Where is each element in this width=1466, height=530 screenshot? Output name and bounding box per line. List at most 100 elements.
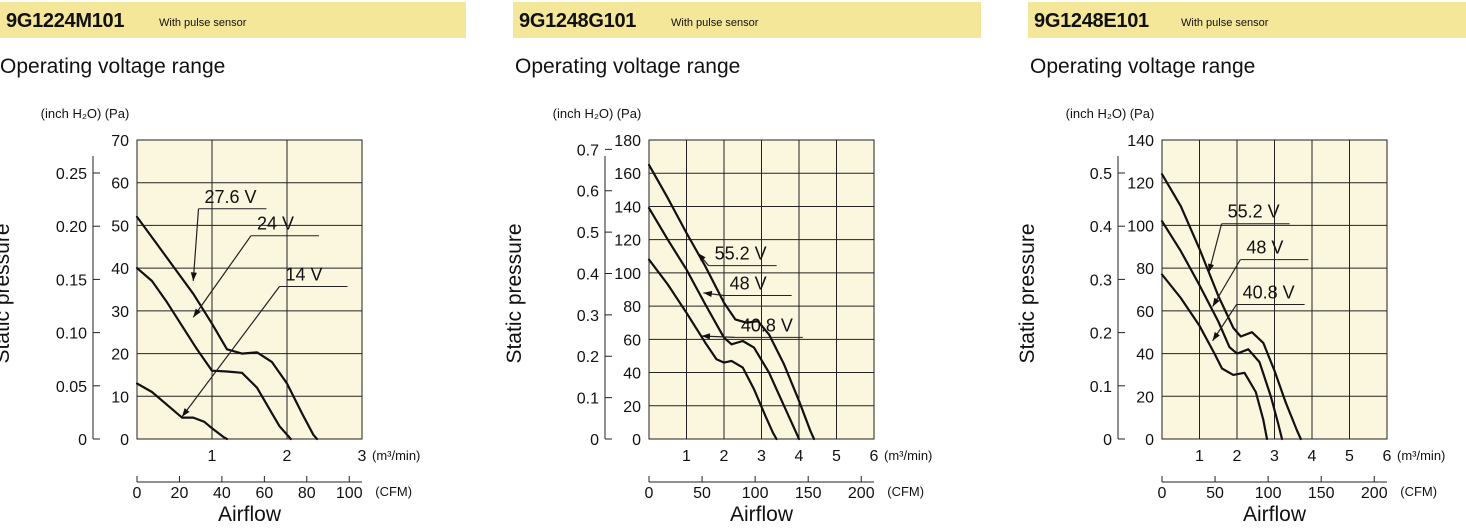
y2-tick-label: 0.10 xyxy=(56,326,87,343)
cfm-tick-label: 0 xyxy=(133,485,142,502)
pq-curve-chart: 02040608010012014016018000.10.20.30.40.5… xyxy=(503,106,932,526)
series-leader-line xyxy=(192,208,200,282)
chart-panel-1: 9G1224M101 With pulse sensor Operating v… xyxy=(0,0,470,530)
curve-48-v xyxy=(647,207,801,441)
series-label: 48 V xyxy=(730,274,767,294)
model-name: 9G1248G101 xyxy=(519,10,637,32)
y-unit-label: (Pa) xyxy=(617,106,642,121)
plot-border xyxy=(1161,139,1388,440)
series-leader-arrow xyxy=(703,290,713,297)
series-leader-arrow xyxy=(193,308,201,318)
series-leader-line xyxy=(192,235,252,318)
series-label: 55.2 V xyxy=(1228,202,1280,222)
curve-24-v xyxy=(135,267,292,441)
y-tick-label-pa: 60 xyxy=(111,176,129,193)
y-tick-label-pa: 80 xyxy=(623,299,641,316)
y-tick-label-pa: 60 xyxy=(623,332,641,349)
plot-border xyxy=(648,139,875,440)
sensor-note: With pulse sensor xyxy=(671,17,759,29)
curve-55-2-v xyxy=(647,163,816,441)
x-tick-label: 4 xyxy=(795,448,804,465)
series-leader-line xyxy=(1212,259,1241,307)
model-header: 9G1248E101 With pulse sensor xyxy=(1028,2,1466,38)
x-tick-label: 3 xyxy=(358,448,367,465)
x-unit-label: (m³/min) xyxy=(884,448,932,463)
x-axis-title: Airflow xyxy=(730,503,794,526)
cfm-tick-label: 80 xyxy=(298,485,316,502)
series-leader-arrow xyxy=(697,252,706,262)
y-tick-label-pa: 160 xyxy=(614,166,641,183)
y2-tick-label: 0.2 xyxy=(577,349,599,366)
y-tick-label-pa: 140 xyxy=(1127,133,1154,150)
model-header: 9G1248G101 With pulse sensor xyxy=(513,2,981,38)
series-leader-line xyxy=(181,286,280,418)
cfm-tick-label: 0 xyxy=(1158,485,1167,502)
series-label: 27.6 V xyxy=(205,187,257,207)
cfm-tick-label: 50 xyxy=(1206,485,1224,502)
y2-tick-label: 0.7 xyxy=(577,142,599,159)
cfm-unit-label: (CFM) xyxy=(887,484,924,499)
x-tick-label: 6 xyxy=(870,448,879,465)
y-tick-label-pa: 10 xyxy=(111,389,129,406)
x-tick-label: 2 xyxy=(720,448,729,465)
y2-tick-label: 0.4 xyxy=(1090,219,1112,236)
y-tick-label-pa: 20 xyxy=(623,399,641,416)
y-tick-label-pa: 120 xyxy=(1127,176,1154,193)
model-header: 9G1224M101 With pulse sensor xyxy=(0,2,466,38)
x-tick-label: 3 xyxy=(1270,448,1279,465)
cfm-tick-label: 100 xyxy=(336,485,363,502)
y2-tick-label: 0 xyxy=(78,432,87,449)
y2-tick-label: 0.15 xyxy=(56,272,87,289)
y-tick-label-pa: 40 xyxy=(1136,347,1154,364)
y-tick-label-pa: 0 xyxy=(1145,432,1154,449)
series-leader-arrow xyxy=(182,408,190,417)
cfm-tick-label: 200 xyxy=(848,485,875,502)
y-axis-title: Static pressure xyxy=(1016,223,1039,363)
y-tick-label-pa: 100 xyxy=(614,266,641,283)
series-label: 14 V xyxy=(286,265,323,285)
y2-tick-label: 0 xyxy=(590,432,599,449)
y2-tick-label: 0.20 xyxy=(56,219,87,236)
y-axis-title: Static pressure xyxy=(503,223,526,363)
cfm-tick-label: 200 xyxy=(1361,485,1388,502)
curve-40-8-v xyxy=(647,258,778,441)
plot-area xyxy=(137,140,362,439)
model-name: 9G1224M101 xyxy=(6,10,125,32)
series-label: 55.2 V xyxy=(715,244,767,264)
y-tick-label-pa: 180 xyxy=(614,133,641,150)
cfm-tick-label: 100 xyxy=(742,485,769,502)
cfm-tick-label: 100 xyxy=(1255,485,1282,502)
y2-tick-label: 0.3 xyxy=(1090,272,1112,289)
y-axis-title: Static pressure xyxy=(0,223,14,363)
y2-tick-label: 0.2 xyxy=(1090,326,1112,343)
y-tick-label-pa: 40 xyxy=(111,261,129,278)
curve-55-2-v xyxy=(1160,173,1302,441)
curve-48-v xyxy=(1160,220,1284,441)
y-tick-label-pa: 100 xyxy=(1127,218,1154,235)
cfm-tick-label: 60 xyxy=(255,485,273,502)
sensor-note: With pulse sensor xyxy=(159,17,247,29)
y2-tick-label: 0.05 xyxy=(56,379,87,396)
pq-curve-chart: 02040608010012014000.10.20.30.40.5(inch … xyxy=(1016,106,1445,526)
y2-tick-label: 0.4 xyxy=(577,266,599,283)
y-unit-label: (Pa) xyxy=(105,106,130,121)
curve-27-6-v xyxy=(135,215,319,441)
x-tick-label: 1 xyxy=(208,448,217,465)
series-leader-arrow xyxy=(1212,297,1220,307)
x-tick-label: 1 xyxy=(1195,448,1204,465)
y-tick-label-pa: 60 xyxy=(1136,304,1154,321)
y-tick-label-pa: 30 xyxy=(111,304,129,321)
series-label: 24 V xyxy=(257,214,294,234)
y2-unit-label: (inch H₂O) xyxy=(553,106,614,121)
series-leader-arrow xyxy=(701,333,711,340)
chart-subtitle: Operating voltage range xyxy=(1030,55,1256,78)
y2-tick-label: 0.6 xyxy=(577,184,599,201)
cfm-tick-label: 20 xyxy=(171,485,189,502)
sensor-note: With pulse sensor xyxy=(1181,17,1269,29)
x-tick-label: 2 xyxy=(1233,448,1242,465)
curve-14-v xyxy=(135,382,229,441)
y-tick-label-pa: 70 xyxy=(111,133,129,150)
y2-tick-label: 0 xyxy=(1103,432,1112,449)
chart-subtitle: Operating voltage range xyxy=(0,55,226,78)
series-label: 40.8 V xyxy=(741,315,793,335)
